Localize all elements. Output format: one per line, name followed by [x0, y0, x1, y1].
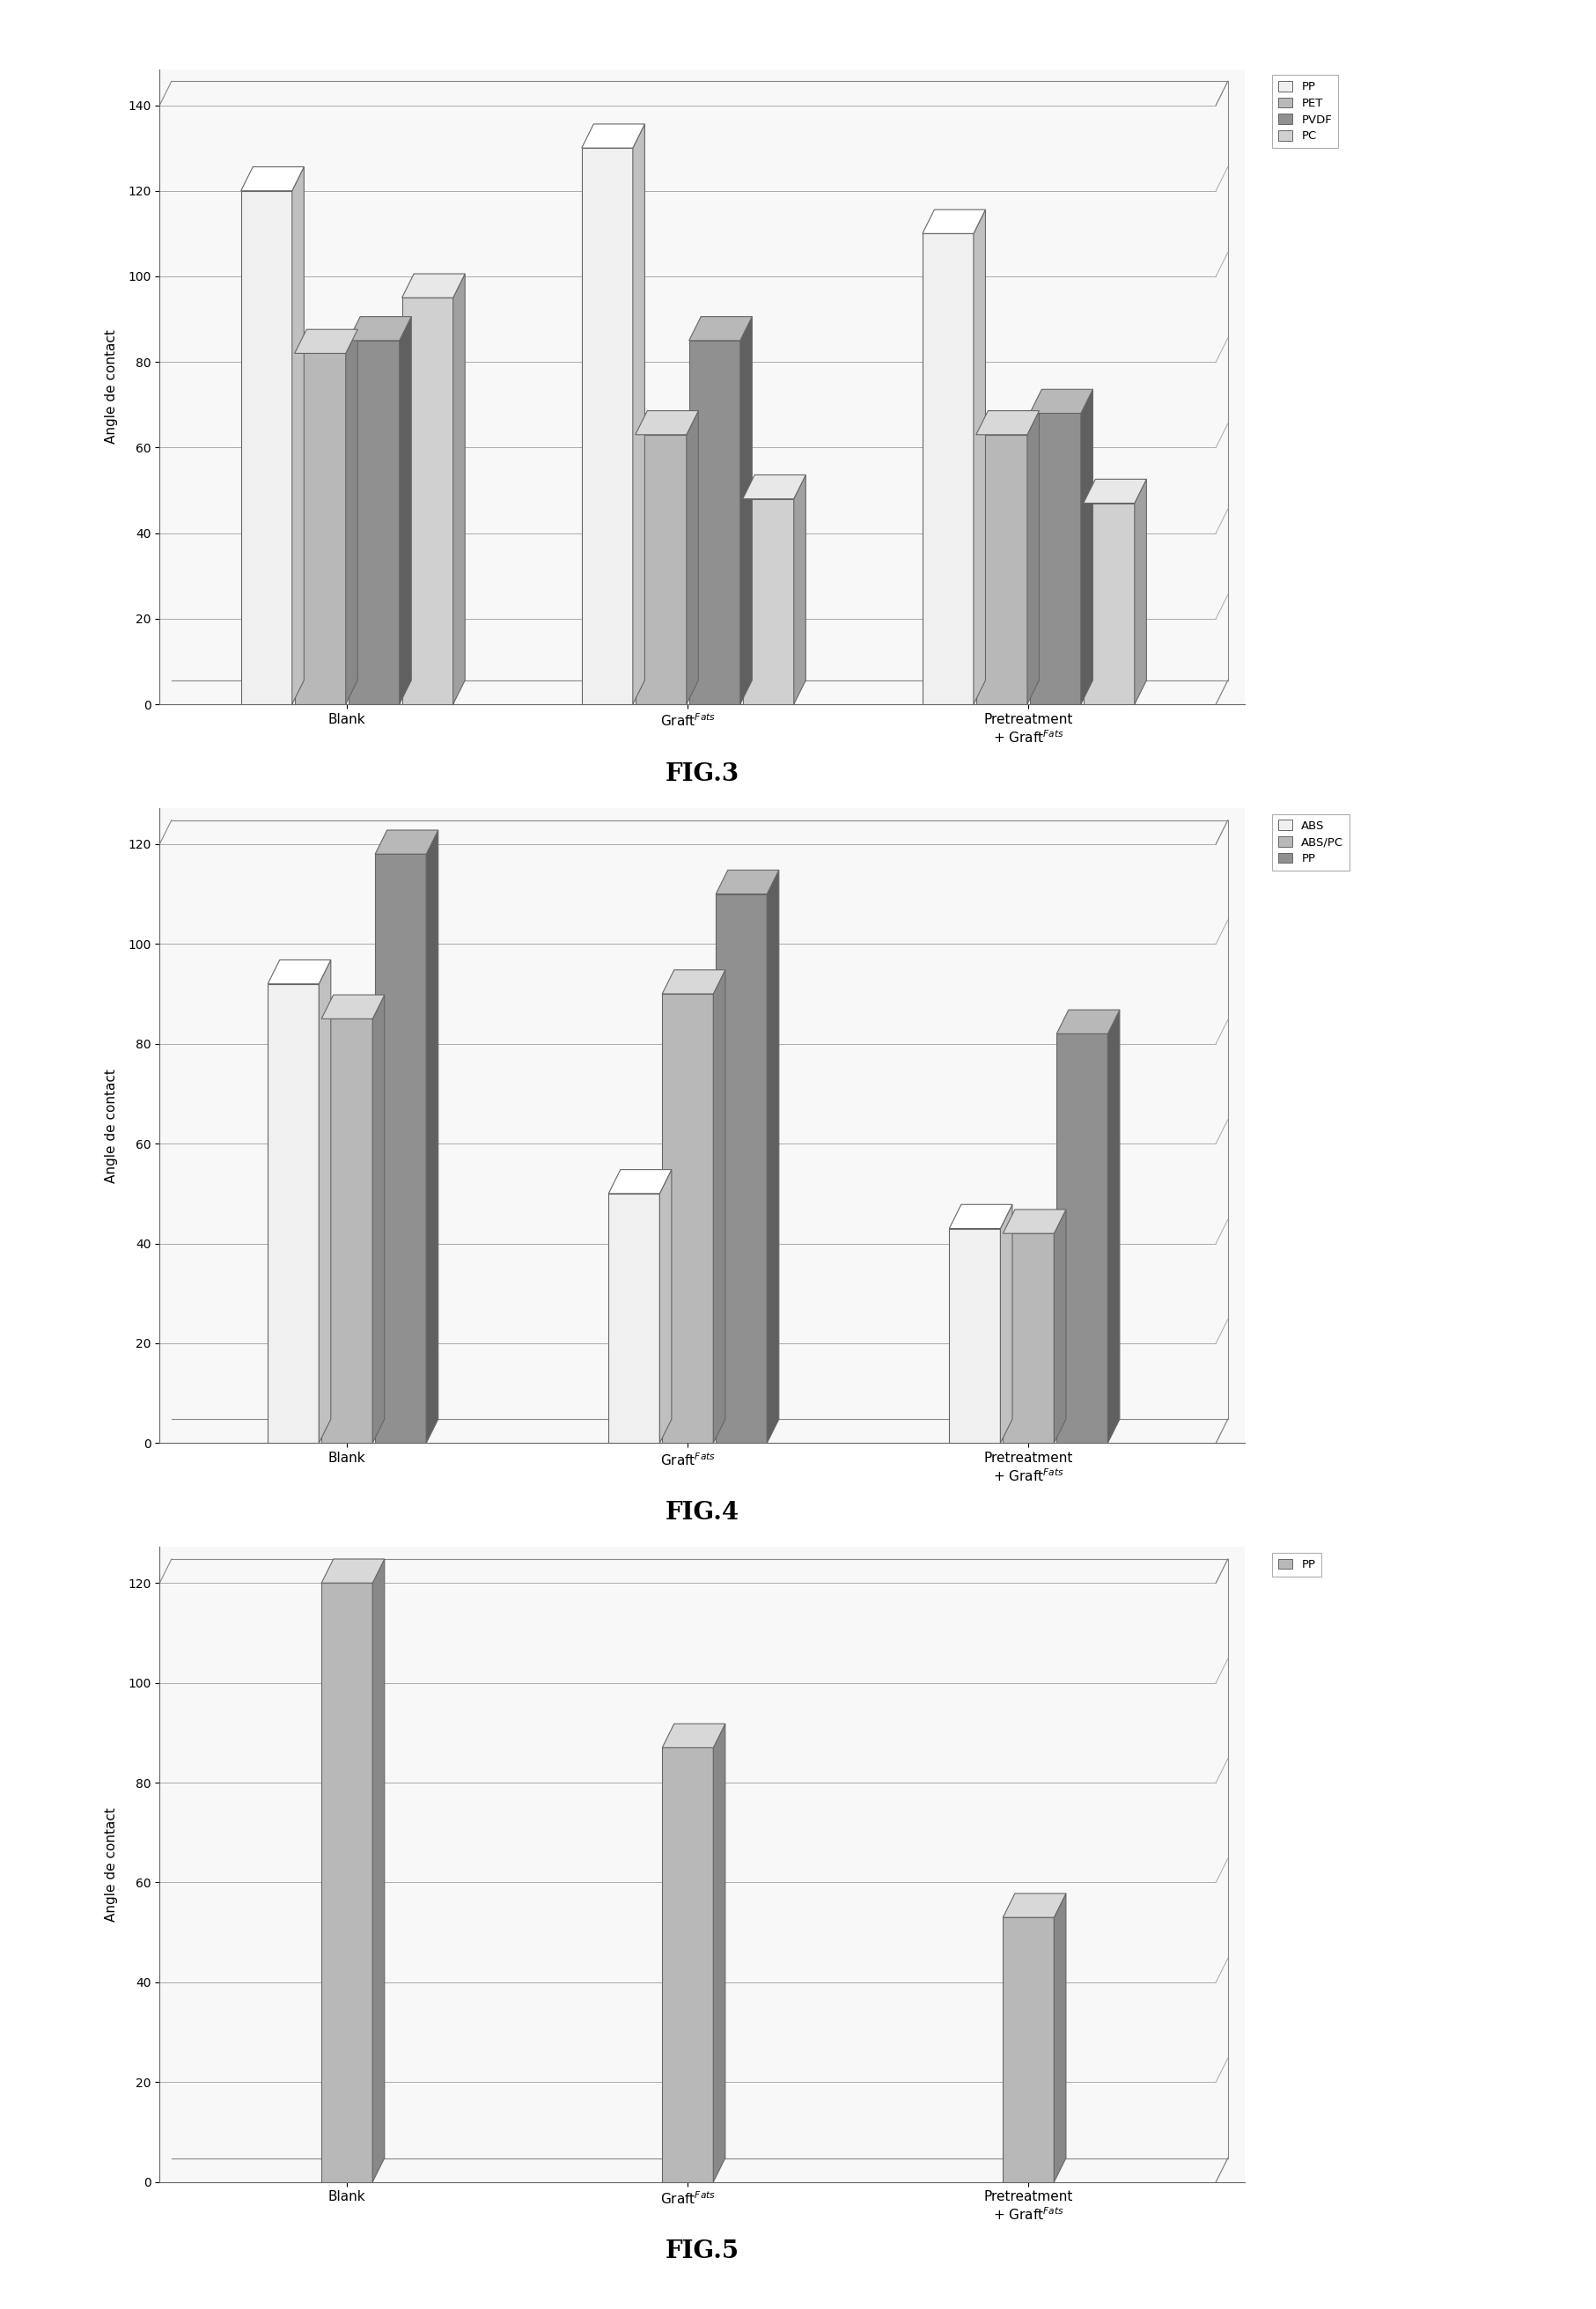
- Bar: [922, 233, 974, 704]
- Polygon shape: [292, 166, 303, 704]
- Text: FIG.4: FIG.4: [666, 1501, 739, 1524]
- Polygon shape: [1084, 480, 1146, 503]
- Polygon shape: [768, 870, 779, 1443]
- Polygon shape: [713, 1725, 725, 2182]
- Bar: [241, 192, 292, 704]
- Polygon shape: [662, 1725, 725, 1748]
- Bar: [717, 894, 768, 1443]
- Polygon shape: [346, 330, 358, 704]
- Polygon shape: [742, 476, 806, 499]
- Polygon shape: [241, 166, 303, 192]
- Polygon shape: [717, 870, 779, 894]
- Polygon shape: [426, 831, 439, 1443]
- Polygon shape: [1029, 390, 1093, 413]
- Bar: [635, 434, 686, 704]
- Text: FIG.5: FIG.5: [666, 2240, 739, 2263]
- Polygon shape: [581, 125, 645, 148]
- Bar: [742, 499, 793, 704]
- Legend: ABS, ABS/PC, PP: ABS, ABS/PC, PP: [1272, 815, 1350, 870]
- Polygon shape: [1028, 411, 1039, 704]
- Polygon shape: [632, 125, 645, 704]
- Bar: [1029, 413, 1080, 704]
- Y-axis label: Angle de contact: Angle de contact: [105, 330, 118, 443]
- Y-axis label: Angle de contact: Angle de contact: [105, 1069, 118, 1182]
- Polygon shape: [321, 995, 385, 1018]
- Polygon shape: [1053, 1893, 1066, 2182]
- Polygon shape: [402, 275, 464, 298]
- Polygon shape: [1002, 1893, 1066, 1916]
- Polygon shape: [321, 1559, 385, 1584]
- Polygon shape: [1053, 1210, 1066, 1443]
- Legend: PP, PET, PVDF, PC: PP, PET, PVDF, PC: [1272, 76, 1337, 148]
- Text: FIG.3: FIG.3: [666, 762, 739, 785]
- Bar: [689, 339, 741, 704]
- Polygon shape: [1057, 1009, 1120, 1034]
- Polygon shape: [741, 316, 752, 704]
- Polygon shape: [662, 970, 725, 993]
- Polygon shape: [659, 1171, 672, 1443]
- Bar: [321, 1584, 372, 2182]
- Y-axis label: Angle de contact: Angle de contact: [105, 1808, 118, 1921]
- Polygon shape: [950, 1205, 1012, 1228]
- Polygon shape: [1002, 1210, 1066, 1233]
- Polygon shape: [1108, 1009, 1120, 1443]
- Bar: [662, 993, 713, 1443]
- Bar: [1057, 1034, 1108, 1443]
- Bar: [581, 148, 632, 704]
- Polygon shape: [689, 316, 752, 339]
- Polygon shape: [348, 316, 412, 339]
- Polygon shape: [399, 316, 412, 704]
- Polygon shape: [922, 210, 985, 233]
- Bar: [1084, 503, 1135, 704]
- Polygon shape: [793, 476, 806, 704]
- Bar: [1002, 1233, 1053, 1443]
- Bar: [662, 1748, 713, 2182]
- Bar: [977, 434, 1028, 704]
- Bar: [295, 353, 346, 704]
- Polygon shape: [268, 961, 330, 984]
- Polygon shape: [372, 995, 385, 1443]
- Bar: [402, 298, 453, 704]
- Polygon shape: [1080, 390, 1093, 704]
- Bar: [1002, 1916, 1053, 2182]
- Polygon shape: [372, 1559, 385, 2182]
- Bar: [608, 1194, 659, 1443]
- Polygon shape: [453, 275, 464, 704]
- Polygon shape: [974, 210, 985, 704]
- Polygon shape: [635, 411, 699, 434]
- Bar: [321, 1018, 372, 1443]
- Bar: [268, 984, 319, 1443]
- Bar: [348, 339, 399, 704]
- Polygon shape: [608, 1171, 672, 1194]
- Polygon shape: [375, 831, 439, 854]
- Bar: [950, 1228, 1001, 1443]
- Bar: [375, 854, 426, 1443]
- Polygon shape: [1135, 480, 1146, 704]
- Polygon shape: [713, 970, 725, 1443]
- Legend: PP: PP: [1272, 1554, 1321, 1577]
- Polygon shape: [319, 961, 330, 1443]
- Polygon shape: [1001, 1205, 1012, 1443]
- Polygon shape: [295, 330, 358, 353]
- Polygon shape: [977, 411, 1039, 434]
- Polygon shape: [686, 411, 699, 704]
